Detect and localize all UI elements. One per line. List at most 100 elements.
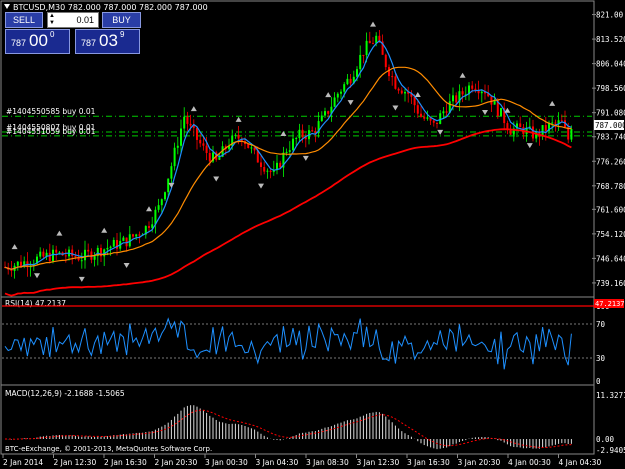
sell-price-box[interactable]: 787 00 0 xyxy=(5,29,70,54)
candle-body xyxy=(16,261,19,266)
candle-body xyxy=(279,162,282,168)
candle-body xyxy=(276,162,278,171)
candle-body xyxy=(343,84,346,92)
candle-body xyxy=(189,123,192,126)
macd-label: MACD(12,26,9) -2.1688 -1.5065 xyxy=(5,389,125,398)
candle-body xyxy=(304,137,307,140)
candle-body xyxy=(148,226,150,228)
lot-size-input[interactable]: ▲ ▼ 0.01 xyxy=(47,12,99,28)
candle-body xyxy=(372,43,374,45)
candle-body xyxy=(461,91,464,95)
macd-tick-max: 11.3271 xyxy=(596,391,625,400)
candle-body xyxy=(557,120,560,124)
candle-body xyxy=(234,134,237,136)
candle-body xyxy=(333,97,336,107)
candle-body xyxy=(285,151,288,153)
candle-body xyxy=(160,199,163,206)
lot-stepper-icon[interactable]: ▲ ▼ xyxy=(49,13,55,26)
fractal-arrow-icon xyxy=(280,130,287,136)
candle-body xyxy=(36,256,38,264)
price-tick-label: 798.560 xyxy=(596,84,625,93)
candle-body xyxy=(228,145,230,149)
symbol-dropdown-icon[interactable] xyxy=(4,4,10,9)
candle-body xyxy=(378,35,381,42)
candle-body xyxy=(352,76,355,84)
time-tick-label: 3 Jan 20:30 xyxy=(458,458,501,467)
buy-price-point: 9 xyxy=(120,30,125,39)
copyright-text: BTC-eExchange, © 2001-2013, MetaQuotes S… xyxy=(5,445,212,453)
candle-body xyxy=(429,117,432,121)
candle-body xyxy=(77,257,80,261)
candle-body xyxy=(340,91,342,94)
candle-body xyxy=(400,90,403,94)
candle-body xyxy=(535,131,538,139)
candle-body xyxy=(362,54,365,56)
candle-body xyxy=(301,129,304,138)
rsi-line xyxy=(4,317,572,370)
one-click-trading-panel: SELL ▲ ▼ 0.01 BUY 787 00 0 787 03 9 xyxy=(5,12,141,54)
candle-body xyxy=(266,170,269,172)
price-tick-label: 821.00 xyxy=(596,11,624,20)
time-tick-label: 3 Jan 00:30 xyxy=(205,458,248,467)
candle-body xyxy=(381,41,384,55)
buy-price-main: 03 xyxy=(99,31,118,50)
rsi-tick-70: 70 xyxy=(596,320,606,329)
buy-price-box[interactable]: 787 03 9 xyxy=(75,29,140,54)
candle-body xyxy=(567,127,570,140)
candle-body xyxy=(260,162,262,168)
candle-body xyxy=(420,113,422,117)
fractal-arrow-icon xyxy=(190,106,197,112)
candle-body xyxy=(199,139,202,144)
candle-body xyxy=(512,128,515,135)
candle-body xyxy=(42,251,45,257)
candle-body xyxy=(336,93,339,98)
candle-body xyxy=(346,78,349,85)
candle-body xyxy=(295,138,298,140)
sell-button[interactable]: SELL xyxy=(5,12,43,28)
candle-body xyxy=(96,247,99,257)
price-tick-label: 754.120 xyxy=(596,230,625,239)
candle-body xyxy=(93,256,96,260)
candle-body xyxy=(154,209,157,225)
chart-symbol-info: BTCUSD,M30 782.000 787.000 782.000 787.0… xyxy=(13,3,208,12)
candle-body xyxy=(503,108,506,124)
candle-body xyxy=(64,255,67,257)
time-tick-label: 3 Jan 04:30 xyxy=(256,458,299,467)
time-tick-label: 2 Jan 16:30 xyxy=(104,458,147,467)
candle-body xyxy=(183,116,186,129)
buy-button[interactable]: BUY xyxy=(102,12,141,28)
candle-body xyxy=(468,85,470,95)
current-price-badge xyxy=(594,120,624,130)
candle-body xyxy=(272,170,275,173)
sell-price-point: 0 xyxy=(50,30,55,39)
candle-body xyxy=(100,247,102,257)
candle-body xyxy=(269,170,272,173)
time-tick-label: 4 Jan 00:30 xyxy=(508,458,551,467)
candle-body xyxy=(436,122,438,124)
macd-panel-frame xyxy=(0,384,595,455)
candle-body xyxy=(125,237,128,247)
candle-body xyxy=(484,91,486,94)
candle-body xyxy=(157,205,160,210)
candle-body xyxy=(176,145,179,148)
candle-body xyxy=(240,138,243,142)
candle-body xyxy=(490,96,493,105)
lot-size-value: 0.01 xyxy=(76,15,94,25)
candle-body xyxy=(231,135,234,146)
fractal-arrow-icon xyxy=(123,262,130,268)
candle-body xyxy=(506,123,509,130)
candle-body xyxy=(80,260,83,262)
candle-body xyxy=(442,111,445,114)
candle-body xyxy=(288,150,291,152)
candle-body xyxy=(205,145,208,154)
candle-body xyxy=(423,116,426,119)
candle-body xyxy=(106,247,109,250)
candle-body xyxy=(439,113,442,124)
candle-body xyxy=(570,129,573,140)
candle-body xyxy=(410,93,413,97)
candle-body xyxy=(324,111,326,116)
fractal-arrow-icon xyxy=(526,143,533,149)
candle-body xyxy=(39,251,42,257)
candle-body xyxy=(452,95,454,102)
